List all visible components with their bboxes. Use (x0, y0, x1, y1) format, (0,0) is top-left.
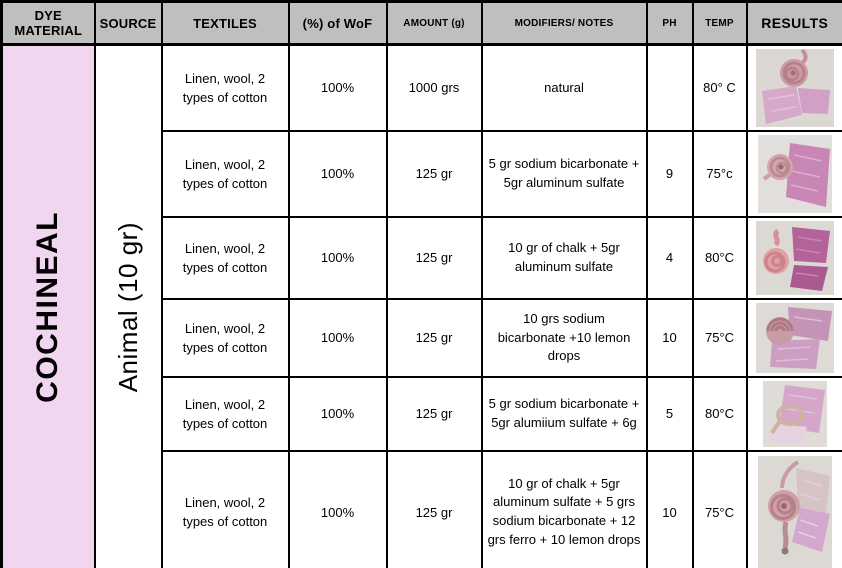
ph-cell: 5 (645, 376, 694, 452)
textiles-cell: Linen, wool, 2 types of cotton (160, 376, 290, 452)
table-row: COCHINEAL Animal (10 gr) Linen, wool, 2 … (0, 43, 842, 568)
table-row: Linen, wool, 2 types of cotton 100% 125 … (2, 376, 842, 452)
header-modifiers: MODIFIERS/ NOTES (480, 0, 648, 46)
result-photo (755, 221, 834, 295)
dye-material-label: COCHINEAL (31, 210, 65, 403)
header-source: SOURCE (93, 0, 163, 46)
modifiers-cell: 10 gr of chalk + 5gr aluminum sulfate (480, 216, 648, 300)
modifiers-cell: 5 gr sodium bicarbonate + 5gr aluminum s… (480, 130, 648, 218)
results-cell (745, 450, 842, 568)
textiles-cell: Linen, wool, 2 types of cotton (160, 216, 290, 300)
header-ph: PH (645, 0, 694, 46)
temp-cell: 80°C (691, 376, 748, 452)
table-row: Linen, wool, 2 types of cotton 100% 125 … (2, 216, 842, 300)
ph-cell (645, 43, 694, 132)
result-photo (762, 381, 827, 447)
ph-cell: 9 (645, 130, 694, 218)
modifiers-cell: 5 gr sodium bicarbonate + 5gr alumiium s… (480, 376, 648, 452)
temp-cell: 75°C (691, 450, 748, 568)
results-cell (745, 216, 842, 300)
amount-cell: 125 gr (385, 376, 483, 452)
header-row: DYE MATERIAL SOURCE TEXTILES (%) of WoF … (0, 0, 842, 46)
source-label: Animal (10 gr) (112, 221, 143, 392)
source-cell: Animal (10 gr) (93, 43, 163, 568)
wof-cell: 100% (287, 376, 388, 452)
amount-cell: 125 gr (385, 130, 483, 218)
table-row: Linen, wool, 2 types of cotton 100% 125 … (2, 298, 842, 378)
temp-cell: 80° C (691, 43, 748, 132)
modifiers-cell: 10 grs sodium bicarbonate +10 lemon drop… (480, 298, 648, 378)
wof-cell: 100% (287, 450, 388, 568)
result-photo (755, 49, 834, 127)
results-cell (745, 130, 842, 218)
result-photo (757, 135, 832, 213)
modifiers-cell: natural (480, 43, 648, 132)
ph-cell: 4 (645, 216, 694, 300)
header-textiles: TEXTILES (160, 0, 290, 46)
wof-cell: 100% (287, 43, 388, 132)
result-photo (755, 303, 834, 373)
amount-cell: 1000 grs (385, 43, 483, 132)
modifiers-cell: 10 gr of chalk + 5gr aluminum sulfate + … (480, 450, 648, 568)
textiles-cell: Linen, wool, 2 types of cotton (160, 43, 290, 132)
header-dye-material: DYE MATERIAL (0, 0, 96, 46)
header-amount: AMOUNT (g) (385, 0, 483, 46)
header-results: RESULTS (745, 0, 842, 46)
table-row: Linen, wool, 2 types of cotton 100% 125 … (2, 450, 842, 568)
ph-cell: 10 (645, 450, 694, 568)
wof-cell: 100% (287, 216, 388, 300)
temp-cell: 75°C (691, 298, 748, 378)
amount-cell: 125 gr (385, 450, 483, 568)
temp-cell: 75°c (691, 130, 748, 218)
wof-cell: 100% (287, 130, 388, 218)
amount-cell: 125 gr (385, 298, 483, 378)
temp-cell: 80°C (691, 216, 748, 300)
header-wof: (%) of WoF (287, 0, 388, 46)
textiles-cell: Linen, wool, 2 types of cotton (160, 450, 290, 568)
results-cell (745, 298, 842, 378)
table-row: Linen, wool, 2 types of cotton 100% 125 … (2, 130, 842, 218)
dye-material-cell: COCHINEAL (0, 43, 96, 568)
amount-cell: 125 gr (385, 216, 483, 300)
textiles-cell: Linen, wool, 2 types of cotton (160, 298, 290, 378)
wof-cell: 100% (287, 298, 388, 378)
header-temp: TEMP (691, 0, 748, 46)
ph-cell: 10 (645, 298, 694, 378)
textiles-cell: Linen, wool, 2 types of cotton (160, 130, 290, 218)
result-photo (757, 456, 832, 568)
results-cell (745, 376, 842, 452)
results-cell (745, 43, 842, 132)
